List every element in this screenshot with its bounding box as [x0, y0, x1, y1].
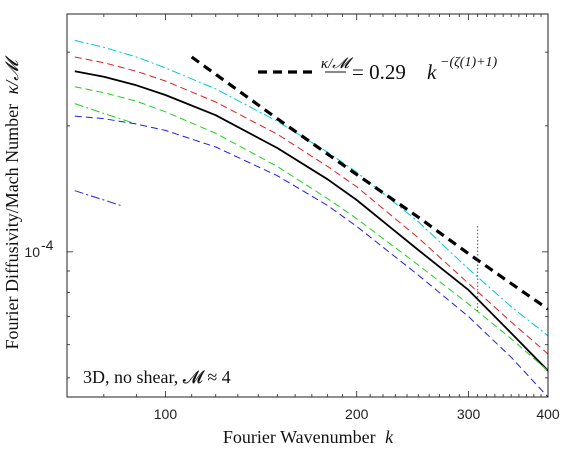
series-line-fit — [190, 55, 548, 311]
x-axis-label: Fourier Wavenumber — [223, 427, 376, 447]
series-layer — [74, 39, 548, 397]
x-tick-label: 300 — [457, 406, 481, 422]
series-line-2 — [74, 56, 548, 355]
y-tick-label: 10 — [24, 244, 40, 260]
y-axis-title: Fourier Diffusivity/Mach Number κ/𝓜 — [2, 55, 22, 350]
annotation: 3D, no shear, 𝓜 ≈ 4 — [83, 367, 231, 387]
series-line-4 — [74, 86, 548, 372]
tick-layer: 100 200 300 400 10 -4 — [24, 14, 560, 422]
x-axis-title: Fourier Wavenumber k — [223, 427, 394, 447]
x-tick-label: 400 — [536, 406, 560, 422]
series-line-6 — [74, 115, 548, 397]
plot-frame — [66, 13, 549, 398]
series-line-5 — [74, 103, 137, 125]
legend-label: = 0.29 — [352, 60, 406, 84]
y-axis-label: Fourier Diffusivity/Mach Number — [2, 104, 22, 350]
legend-exponent: −(ζ(1)+1) — [440, 55, 498, 70]
legend: κ/𝓜 = 0.29 k −(ζ(1)+1) — [258, 55, 498, 84]
x-axis-symbol: k — [385, 427, 394, 447]
series-line-7 — [74, 190, 121, 206]
legend-k: k — [427, 60, 437, 84]
y-axis-symbol: κ/𝓜 — [2, 55, 22, 95]
svg-text:Fourier Wavenumber k: Fourier Wavenumber k — [223, 427, 394, 447]
y-tick-label-exponent: -4 — [41, 237, 54, 253]
legend-lhs: κ/𝓜 — [321, 56, 354, 72]
plot-area — [67, 14, 548, 397]
series-line-3 — [74, 70, 548, 372]
series-line-1 — [74, 39, 548, 337]
x-tick-label: 100 — [154, 406, 178, 422]
x-tick-label: 200 — [345, 406, 369, 422]
svg-text:Fourier Diffusivity/Mach Numbe: Fourier Diffusivity/Mach Number κ/𝓜 — [2, 55, 22, 350]
